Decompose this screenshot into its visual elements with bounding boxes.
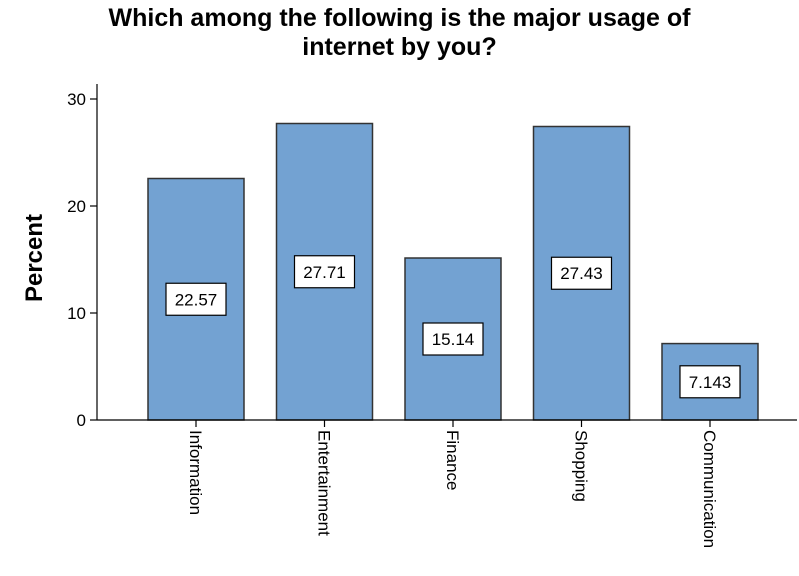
y-tick-label-20: 20 (67, 197, 86, 216)
value-label-information: 22.57 (165, 282, 227, 316)
chart-title-line-1: Which among the following is the major u… (108, 4, 691, 32)
chart-title: Which among the following is the major u… (0, 4, 799, 62)
y-tick-label-30: 30 (67, 90, 86, 109)
axes-group (96, 84, 797, 427)
y-tick-label-10: 10 (67, 304, 86, 323)
value-label-finance: 15.14 (422, 322, 484, 356)
value-labels-group: 22.57 27.71 15.14 27.43 7.143 (165, 255, 741, 399)
value-label-communication: 7.143 (679, 365, 741, 399)
value-label-entertainment: 27.71 (293, 255, 356, 289)
value-label-box (550, 256, 613, 290)
value-label-text: 27.71 (303, 263, 346, 282)
x-tick-label-information: Information (186, 430, 205, 515)
chart-title-line-2: internet by you? (302, 33, 497, 61)
value-label-box (165, 282, 227, 316)
x-tick-label-entertainment: Entertainment (315, 430, 334, 536)
value-label-shopping: 27.43 (550, 256, 613, 290)
value-label-box (679, 365, 741, 399)
value-label-text: 15.14 (432, 330, 475, 349)
value-label-text: 7.143 (689, 373, 732, 392)
value-label-text: 22.57 (175, 290, 218, 309)
value-label-text: 27.43 (560, 264, 603, 283)
x-tick-label-shopping: Shopping (572, 430, 591, 502)
bars-group (147, 122, 759, 421)
y-ticks-group: 0 10 20 30 (67, 90, 97, 430)
value-label-box (293, 255, 356, 289)
x-tick-label-communication: Communication (700, 430, 719, 548)
value-label-box (422, 322, 484, 356)
x-tick-labels-group: Information Entertainment Finance Shopping C… (186, 430, 719, 548)
y-axis-label: Percent (21, 214, 48, 302)
y-axis-label-group: Percent (21, 214, 48, 302)
y-tick-label-0: 0 (77, 411, 86, 430)
x-tick-label-finance: Finance (443, 430, 462, 490)
